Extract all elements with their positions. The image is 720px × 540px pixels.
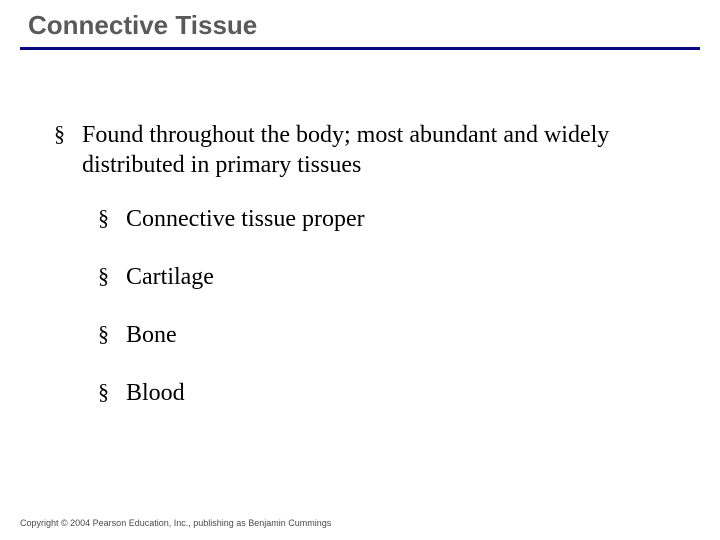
- title-area: Connective Tissue: [0, 0, 720, 41]
- list-item: Blood: [98, 378, 680, 408]
- copyright-text: Copyright © 2004 Pearson Education, Inc.…: [20, 518, 331, 528]
- bullet-list-level-2: Connective tissue proper Cartilage Bone …: [98, 204, 680, 408]
- slide-title: Connective Tissue: [28, 10, 720, 41]
- bullet-text: Found throughout the body; most abundant…: [82, 122, 609, 178]
- bullet-text: Connective tissue proper: [126, 206, 365, 232]
- list-item: Found throughout the body; most abundant…: [54, 120, 680, 408]
- bullet-list-level-1: Found throughout the body; most abundant…: [54, 120, 680, 408]
- list-item: Connective tissue proper: [98, 204, 680, 234]
- list-item: Cartilage: [98, 262, 680, 292]
- body-area: Found throughout the body; most abundant…: [0, 50, 720, 408]
- bullet-text: Bone: [126, 322, 177, 348]
- list-item: Bone: [98, 320, 680, 350]
- bullet-text: Blood: [126, 380, 185, 406]
- bullet-text: Cartilage: [126, 264, 214, 290]
